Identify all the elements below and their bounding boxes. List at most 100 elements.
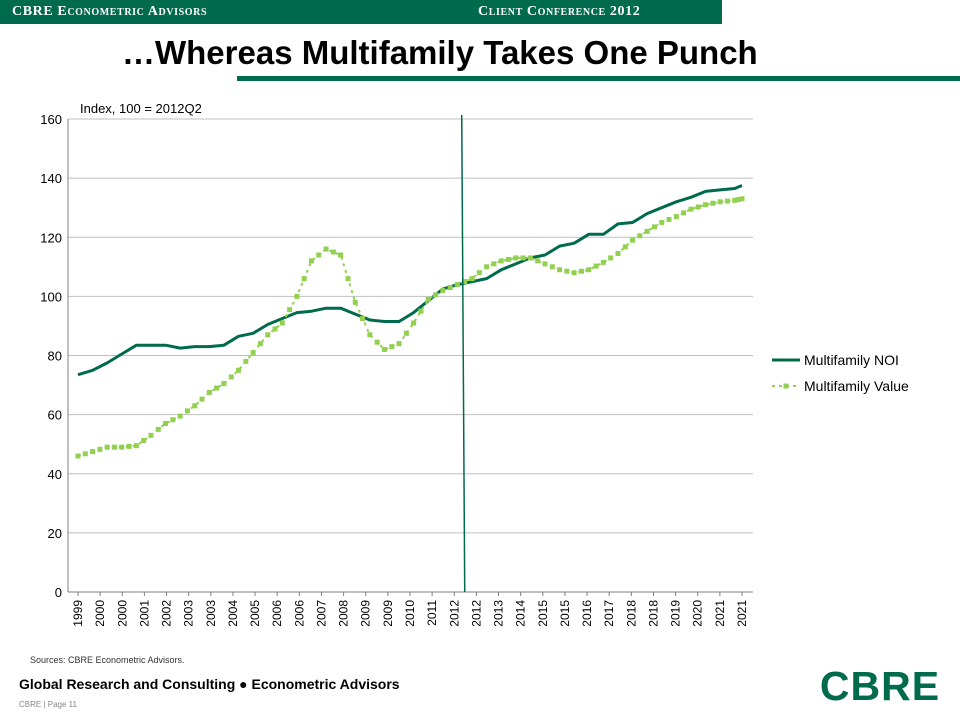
x-tick-label: 2016 (580, 600, 594, 627)
series-marker-multifamily-value (578, 268, 584, 274)
legend-label: Multifamily NOI (804, 352, 899, 368)
series-marker-multifamily-value (549, 264, 555, 270)
chart-series (75, 184, 745, 459)
x-tick-label: 2010 (403, 600, 417, 627)
x-tick-label: 2012 (447, 600, 461, 627)
x-tick-label: 2021 (713, 600, 727, 627)
series-marker-multifamily-value (703, 202, 709, 208)
x-tick-label: 1999 (71, 600, 85, 627)
y-tick-label: 160 (40, 112, 62, 127)
series-marker-multifamily-value (250, 350, 256, 356)
x-tick-label: 2019 (669, 600, 683, 627)
y-tick-label: 80 (48, 349, 62, 364)
series-marker-multifamily-value (469, 276, 475, 282)
series-marker-multifamily-value (294, 293, 300, 299)
series-marker-multifamily-value (571, 270, 577, 276)
series-marker-multifamily-value (265, 332, 271, 338)
series-marker-multifamily-value (184, 408, 190, 414)
series-marker-multifamily-value (316, 252, 322, 258)
series-marker-multifamily-value (163, 420, 169, 426)
series-marker-multifamily-value (279, 320, 285, 326)
series-marker-multifamily-value (564, 268, 570, 274)
series-marker-multifamily-value (630, 237, 636, 243)
series-marker-multifamily-value (177, 413, 183, 419)
series-marker-multifamily-value (82, 451, 88, 457)
series-marker-multifamily-value (389, 344, 395, 350)
series-marker-multifamily-value (615, 251, 621, 257)
x-tick-label: 2014 (514, 600, 528, 627)
series-marker-multifamily-value (411, 320, 417, 326)
series-marker-multifamily-value (352, 299, 358, 305)
series-marker-multifamily-value (506, 256, 512, 262)
series-marker-multifamily-value (396, 341, 402, 347)
series-marker-multifamily-value (688, 206, 694, 212)
series-marker-multifamily-value (520, 255, 526, 261)
series-marker-multifamily-value (724, 198, 730, 204)
series-marker-multifamily-value (695, 204, 701, 210)
banner-org-label: CBRE Econometric Advisors (12, 4, 208, 19)
chart-legend: Multifamily NOI Multifamily Value (772, 352, 909, 394)
series-marker-multifamily-value (199, 396, 205, 402)
y-tick-label: 20 (48, 526, 62, 541)
series-marker-multifamily-value (498, 258, 504, 264)
series-marker-multifamily-value (739, 196, 745, 202)
series-marker-multifamily-value (206, 389, 212, 395)
x-tick-label: 2018 (624, 600, 638, 627)
series-marker-multifamily-value (673, 214, 679, 220)
x-tick-label: 2001 (137, 600, 151, 627)
series-marker-multifamily-value (301, 276, 307, 282)
series-marker-multifamily-value (644, 228, 650, 234)
x-tick-label: 2000 (93, 600, 107, 627)
series-marker-multifamily-value (717, 199, 723, 205)
series-marker-multifamily-value (287, 307, 293, 313)
series-marker-multifamily-value (681, 210, 687, 216)
series-marker-multifamily-value (155, 426, 161, 432)
y-axis-unit-label: Index, 100 = 2012Q2 (80, 101, 202, 116)
line-chart: 0 20 40 60 80 100 120 140 160 1999 2000 2000 2001 20… (40, 101, 909, 627)
series-marker-multifamily-value (593, 263, 599, 269)
x-tick-label: 2000 (115, 600, 129, 627)
series-marker-multifamily-value (228, 374, 234, 380)
page-title: …Whereas Multifamily Takes One Punch (122, 34, 758, 71)
series-marker-multifamily-value (425, 296, 431, 302)
series-marker-multifamily-value (75, 453, 81, 459)
x-tick-label: 2013 (492, 600, 506, 627)
series-marker-multifamily-value (542, 261, 548, 267)
x-tick-label: 2007 (314, 600, 328, 627)
series-marker-multifamily-value (476, 270, 482, 276)
series-marker-multifamily-value (659, 219, 665, 225)
series-marker-multifamily-value (243, 358, 249, 364)
series-marker-multifamily-value (126, 443, 132, 449)
series-marker-multifamily-value (622, 244, 628, 250)
x-tick-label: 2006 (292, 600, 306, 627)
series-marker-multifamily-value (418, 308, 424, 314)
y-tick-label: 60 (48, 408, 62, 423)
forecast-divider-line (460, 114, 466, 593)
x-tick-label: 2003 (182, 600, 196, 627)
series-marker-multifamily-value (535, 258, 541, 264)
x-tick-label: 2006 (270, 600, 284, 627)
series-marker-multifamily-value (97, 446, 103, 452)
title-underline (237, 76, 960, 81)
series-marker-multifamily-value (345, 276, 351, 282)
x-tick-label: 2012 (469, 600, 483, 627)
x-tick-label: 2018 (646, 600, 660, 627)
sources-note: Sources: CBRE Econometric Advisors. (30, 655, 185, 665)
x-tick-label: 2021 (735, 600, 749, 627)
series-marker-multifamily-value (586, 267, 592, 273)
series-marker-multifamily-value (192, 403, 198, 409)
series-marker-multifamily-value (214, 385, 220, 391)
series-marker-multifamily-value (527, 255, 533, 261)
series-marker-multifamily-value (148, 432, 154, 438)
series-marker-multifamily-value (374, 339, 380, 345)
series-marker-multifamily-value (491, 261, 497, 267)
footer-division: Global Research and Consulting ● Econome… (19, 676, 400, 692)
series-marker-multifamily-value (403, 330, 409, 336)
cbre-logo: CBRE (820, 664, 939, 706)
series-marker-multifamily-value (367, 332, 373, 338)
x-tick-label: 2015 (536, 600, 550, 627)
series-marker-multifamily-value (257, 341, 263, 347)
legend-marker-multifamily-value (783, 383, 789, 389)
x-tick-label: 2011 (425, 600, 439, 626)
series-marker-multifamily-value (90, 449, 96, 455)
